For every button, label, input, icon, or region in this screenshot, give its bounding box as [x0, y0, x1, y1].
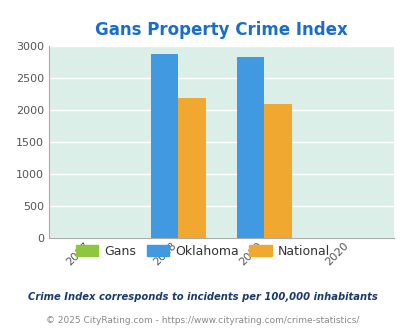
- Bar: [178, 98, 205, 238]
- Text: Crime Index corresponds to incidents per 100,000 inhabitants: Crime Index corresponds to incidents per…: [28, 292, 377, 302]
- Text: © 2025 CityRating.com - https://www.cityrating.com/crime-statistics/: © 2025 CityRating.com - https://www.city…: [46, 315, 359, 325]
- Title: Gans Property Crime Index: Gans Property Crime Index: [95, 21, 347, 39]
- Bar: [150, 54, 178, 238]
- Bar: [236, 57, 264, 238]
- Bar: [264, 104, 291, 238]
- Legend: Gans, Oklahoma, National: Gans, Oklahoma, National: [71, 240, 334, 263]
